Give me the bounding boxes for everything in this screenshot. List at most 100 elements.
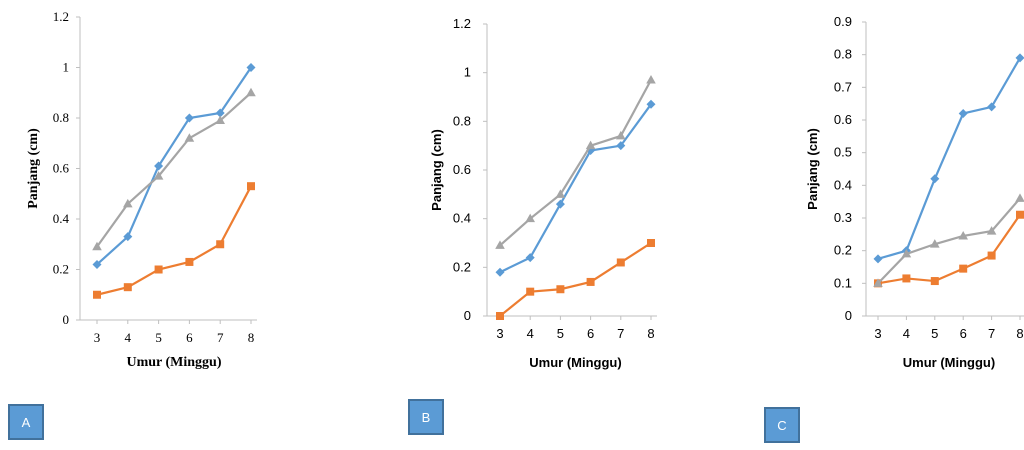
- x-tick-label: 6: [960, 326, 967, 341]
- series-triangle: [495, 74, 656, 249]
- y-tick-label: 0.7: [834, 79, 852, 94]
- y-axis-title: Panjang (cm): [805, 128, 820, 210]
- data-point-triangle: [1015, 193, 1024, 202]
- x-tick-label: 5: [155, 330, 162, 345]
- series-square: [93, 182, 255, 299]
- data-point-square: [154, 265, 163, 274]
- y-tick-label: 0.6: [453, 162, 471, 177]
- series-line: [96, 185, 252, 296]
- series-triangle: [873, 193, 1024, 287]
- data-point-square: [93, 290, 101, 299]
- series-line: [96, 66, 252, 266]
- x-tick-label: 3: [874, 326, 881, 341]
- y-tick-label: 0.2: [53, 262, 69, 277]
- data-point-triangle: [646, 74, 656, 84]
- series-diamond: [92, 63, 256, 269]
- data-point-triangle: [153, 171, 164, 180]
- panel-label-a: A: [8, 404, 44, 440]
- data-point-triangle: [958, 230, 968, 240]
- y-tick-label: 0.6: [834, 112, 852, 127]
- data-point-triangle: [525, 213, 535, 223]
- data-point-square: [247, 182, 255, 191]
- y-tick-label: 0.9: [834, 14, 852, 29]
- data-point-diamond: [495, 267, 505, 277]
- data-point-square: [959, 264, 968, 273]
- data-point-square: [586, 277, 595, 286]
- data-point-square: [647, 239, 655, 247]
- x-tick-label: 8: [1016, 326, 1023, 341]
- y-tick-label: 0.4: [53, 211, 70, 226]
- data-point-triangle: [930, 239, 940, 248]
- series-line: [499, 103, 652, 274]
- y-tick-label: 1.2: [53, 9, 69, 24]
- data-point-triangle: [901, 248, 912, 258]
- x-axis-title: Umur (Minggu): [529, 355, 621, 370]
- panel-label-b: B: [408, 399, 444, 435]
- data-point-square: [216, 240, 225, 249]
- chart-b: 0 0.2 0.4 0.6 0.8 1 1.2 3 4 5 6 7 8 Umur (Minggu) Panj…: [429, 16, 657, 370]
- data-point-square: [987, 251, 996, 260]
- data-point-triangle: [184, 133, 195, 142]
- data-point-diamond: [123, 232, 133, 242]
- data-point-diamond: [184, 113, 194, 123]
- series-diamond: [495, 99, 656, 277]
- data-point-square: [123, 283, 132, 292]
- data-point-triangle: [873, 278, 883, 287]
- data-point-square: [556, 285, 565, 294]
- data-point-square: [185, 257, 194, 266]
- x-tick-label: 8: [248, 330, 255, 345]
- data-point-triangle: [123, 198, 133, 208]
- y-tick-label: 0.2: [834, 243, 852, 258]
- series-line: [96, 91, 252, 248]
- series-line: [877, 214, 1021, 285]
- y-axis-title: Panjang (cm): [429, 129, 444, 211]
- x-tick-label: 4: [903, 326, 910, 341]
- data-point-square: [496, 312, 504, 320]
- y-tick-label: 0.8: [834, 47, 852, 62]
- y-tick-label: 0.2: [453, 259, 471, 274]
- y-tick-label: 0.3: [834, 210, 852, 225]
- y-tick-label: 0.6: [53, 161, 70, 176]
- data-point-diamond: [1015, 53, 1024, 63]
- data-point-diamond: [246, 63, 256, 72]
- y-tick-label: 0.4: [453, 211, 471, 226]
- series-line: [877, 197, 1021, 285]
- data-point-diamond: [525, 253, 535, 263]
- panel-label-c: C: [764, 407, 800, 443]
- y-tick-label: 1: [464, 65, 471, 80]
- data-point-diamond: [616, 141, 626, 151]
- data-point-diamond: [154, 161, 164, 171]
- data-point-triangle: [215, 115, 225, 125]
- x-tick-label: 3: [496, 326, 503, 341]
- data-point-diamond: [646, 99, 656, 109]
- y-tick-label: 0.5: [834, 145, 852, 160]
- y-tick-label: 1: [63, 60, 70, 75]
- series-line: [499, 79, 652, 247]
- x-tick-label: 7: [617, 326, 624, 341]
- y-tick-label: 0.1: [834, 275, 852, 290]
- data-point-triangle: [585, 140, 596, 150]
- x-tick-label: 7: [988, 326, 995, 341]
- x-tick-label: 5: [557, 326, 564, 341]
- data-point-triangle: [616, 130, 626, 140]
- series-line: [499, 242, 652, 317]
- chart-c: 0 0.1 0.2 0.3 0.4 0.5 0.6 0.7 0.8 0.9 3 4 5 6 7 8 Umur (…: [805, 14, 1024, 370]
- series-square: [496, 239, 655, 320]
- data-point-diamond: [873, 254, 883, 264]
- series-square: [874, 210, 1024, 288]
- y-tick-label: 0: [845, 308, 852, 323]
- data-point-square: [902, 274, 911, 283]
- data-point-triangle: [92, 241, 102, 251]
- data-point-triangle: [246, 87, 256, 97]
- x-axis-title: Umur (Minggu): [903, 355, 995, 370]
- chart-a: 0 0.2 0.4 0.6 0.8 1 1.2 3 4 5 6 7 8 Umur (Minggu) Panj…: [26, 9, 257, 370]
- data-point-triangle: [986, 226, 997, 235]
- x-tick-label: 4: [527, 326, 534, 341]
- data-point-triangle: [555, 189, 566, 198]
- x-tick-label: 6: [587, 326, 594, 341]
- series-line: [877, 57, 1021, 260]
- data-point-triangle: [495, 240, 505, 249]
- x-tick-label: 5: [931, 326, 938, 341]
- series-diamond: [873, 53, 1024, 264]
- data-point-square: [1016, 210, 1024, 219]
